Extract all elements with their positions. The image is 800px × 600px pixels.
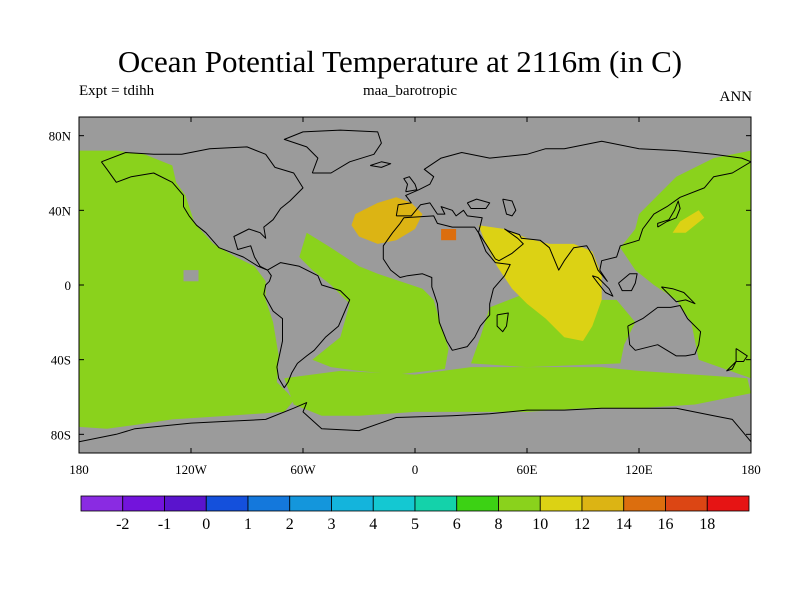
region-north-pacific-patch [672, 210, 705, 233]
coastline-north-america [100, 146, 304, 271]
land-antarctic-edge [79, 434, 751, 453]
lon-tick-label: 60E [517, 462, 538, 477]
colorbar-swatch [706, 495, 750, 512]
colorbar-swatch [372, 495, 416, 512]
colorbar-swatch [665, 495, 708, 512]
coastline-greenland [283, 129, 382, 174]
lat-tick-label: 80N [49, 129, 72, 144]
coastline-caspian-sea [502, 198, 517, 217]
colorbar-swatch [623, 495, 666, 512]
coastline-black-sea [466, 198, 491, 209]
colorbar-label: 2 [286, 516, 294, 533]
land-patches [79, 270, 751, 453]
coastline-australia [627, 305, 702, 357]
coastline-antarctica [79, 402, 751, 443]
region-western-pacific [620, 150, 751, 379]
colorbar-swatch [122, 495, 165, 512]
region-north-atlantic-warm-tongue [351, 197, 423, 244]
region-atlantic-ocean [299, 232, 449, 375]
experiment-label: Expt = tdihh [79, 83, 155, 99]
lat-tick-label: 40S [51, 353, 71, 368]
region-mediterranean-cell [441, 229, 457, 241]
colorbar-swatch [539, 495, 583, 512]
coastlines [79, 129, 751, 443]
region-southern-ocean [284, 367, 751, 416]
colorbar-label: 10 [532, 516, 548, 533]
lon-tick-label: 180 [69, 462, 89, 477]
coastline-british-isles [403, 176, 418, 193]
colorbar-swatch [456, 495, 499, 512]
land-pacific-ridge [183, 270, 199, 282]
colorbar-label: -2 [116, 516, 129, 533]
axis-ticks: 180 120W 60W 0 60E 120E 180 80N 40N 0 40S 80S [49, 117, 761, 477]
colorbar-swatch [581, 495, 625, 512]
colorbar-swatch [498, 495, 541, 512]
coastline-iceland [370, 161, 392, 168]
lat-tick-label: 80S [51, 427, 71, 442]
colorbar-label: -1 [158, 516, 171, 533]
colorbar-label: 14 [616, 516, 632, 533]
coastline-sumatra [591, 275, 614, 297]
region-pacific-ocean [79, 150, 294, 429]
lat-tick-label: 40N [49, 203, 72, 218]
colorbar-swatch [205, 495, 249, 512]
lon-tick-label: 120W [175, 462, 208, 477]
colorbar-label: 1 [244, 516, 252, 533]
colorbar-label: 18 [699, 516, 715, 533]
lon-tick-label: 60W [290, 462, 316, 477]
colorbar-label: 16 [658, 516, 674, 533]
lat-tick-label: 0 [65, 278, 72, 293]
coastline-borneo [618, 273, 638, 292]
colorbar-label: 4 [369, 516, 377, 533]
colorbar-label: 3 [328, 516, 336, 533]
lon-tick-label: 120E [625, 462, 653, 477]
colorbar-label: 0 [202, 516, 210, 533]
run-name-label: maa_barotropic [362, 83, 458, 99]
colorbar-label: 12 [574, 516, 590, 533]
coastline-eurasia [395, 140, 751, 282]
lon-tick-label: 180 [741, 462, 761, 477]
map-title: Ocean Potential Temperature at 2116m (in… [117, 44, 683, 79]
colorbar: -2 -1 0 1 2 3 4 5 6 8 10 12 14 16 18 [80, 495, 750, 533]
coastline-japan [657, 200, 681, 228]
coastline-madagascar [496, 312, 509, 333]
coastline-south-america [263, 262, 351, 389]
colorbar-swatch [289, 495, 332, 512]
lon-tick-label: 0 [412, 462, 419, 477]
colorbar-label: 8 [495, 516, 503, 533]
temperature-regions [79, 150, 751, 429]
colorbar-swatch [414, 495, 458, 512]
colorbar-swatch [80, 495, 124, 512]
coastline-new-guinea [661, 286, 696, 305]
coastline-new-zealand [726, 348, 748, 372]
colorbar-label: 5 [411, 516, 419, 533]
colorbar-swatch [247, 495, 291, 512]
colorbar-swatch [164, 495, 207, 512]
season-label: ANN [719, 89, 753, 105]
region-indian-ocean-warm-pool [478, 225, 602, 341]
colorbar-swatch [331, 495, 374, 512]
colorbar-label: 6 [453, 516, 461, 533]
